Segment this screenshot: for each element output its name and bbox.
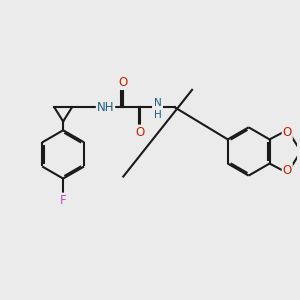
Text: O: O [283,164,292,176]
Text: N
H: N H [154,98,162,120]
Text: F: F [60,194,67,207]
Text: NH: NH [97,101,114,114]
Text: O: O [118,76,127,89]
Text: O: O [136,125,145,139]
Text: O: O [283,126,292,140]
